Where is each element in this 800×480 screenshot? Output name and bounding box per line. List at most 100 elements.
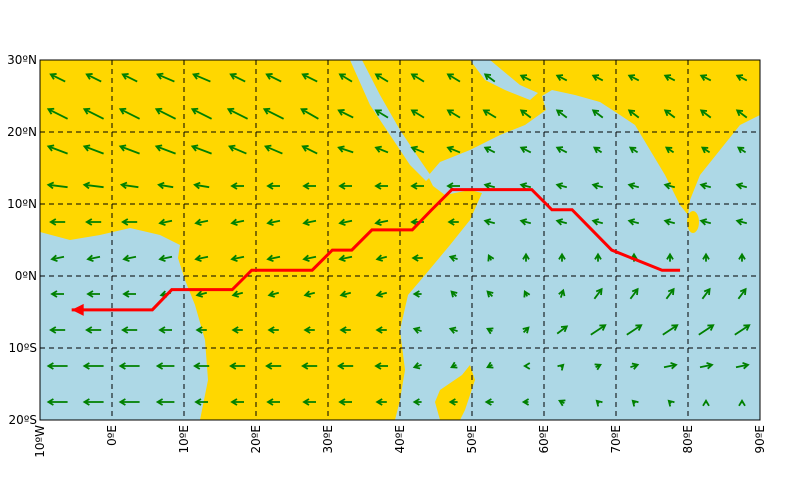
x-tick-label: 60ºE — [537, 425, 551, 454]
wind-arrow — [158, 218, 173, 227]
wind-arrow — [735, 182, 748, 190]
wind-arrow — [82, 107, 105, 120]
wind-arrow — [555, 218, 568, 226]
x-tick-label: 80ºE — [681, 425, 695, 454]
wind-arrow — [338, 254, 353, 263]
wind-arrow — [118, 107, 141, 120]
wind-arrow — [486, 327, 494, 335]
wind-arrow — [337, 109, 354, 119]
wind-arrow — [303, 326, 315, 334]
wind-arrow — [486, 290, 494, 298]
wind-arrow — [591, 218, 604, 226]
wind-arrow — [50, 290, 64, 298]
wind-arrow — [410, 73, 425, 83]
wind-arrow — [46, 107, 69, 120]
route-line — [71, 188, 681, 312]
wind-arrow — [46, 398, 68, 406]
wind-arrow — [82, 398, 104, 406]
wind-arrow — [302, 254, 317, 263]
wind-arrow — [82, 362, 104, 370]
wind-arrow — [158, 254, 173, 263]
wind-arrow — [698, 324, 715, 336]
wind-arrow — [663, 361, 678, 370]
wind-arrow — [374, 145, 389, 154]
wind-arrow — [663, 74, 676, 82]
wind-arrow — [484, 398, 494, 406]
wind-arrow — [231, 326, 243, 334]
wind-arrow — [412, 362, 422, 370]
wind-arrow — [628, 146, 639, 154]
wind-arrow — [411, 254, 423, 262]
wind-arrow — [735, 109, 748, 119]
wind-arrow — [300, 108, 319, 120]
wind-arrow — [590, 324, 607, 336]
wind-arrow — [666, 252, 674, 262]
wind-arrow — [591, 74, 604, 82]
wind-arrow — [699, 74, 712, 82]
wind-arrow — [50, 254, 65, 263]
wind-arrow — [735, 218, 748, 226]
wind-arrow — [46, 362, 68, 370]
wind-arrow — [267, 326, 279, 334]
wind-arrow — [49, 73, 66, 83]
wind-arrow — [486, 361, 494, 369]
wind-arrow — [519, 74, 532, 82]
y-tick-label: 10ºN — [7, 197, 37, 211]
madagascar — [435, 365, 475, 420]
wind-arrow — [190, 144, 212, 155]
wind-arrow — [374, 218, 389, 227]
wind-arrow — [446, 109, 461, 119]
wind-arrow — [663, 218, 676, 226]
wind-arrow — [556, 325, 569, 335]
wind-arrow — [230, 182, 244, 190]
wind-arrow — [631, 399, 639, 407]
wind-arrow — [122, 254, 137, 263]
wind-arrow — [302, 218, 317, 227]
wind-arrow — [664, 146, 675, 154]
wind-arrow — [82, 144, 104, 155]
wind-arrow — [702, 252, 710, 262]
wind-arrow — [85, 218, 102, 226]
wind-arrow — [483, 218, 496, 226]
wind-arrow — [49, 326, 66, 334]
wind-arrow — [230, 218, 245, 227]
wind-arrow — [190, 107, 213, 120]
wind-arrow — [521, 398, 530, 406]
wind-arrow — [412, 398, 422, 406]
wind-arrow — [483, 182, 496, 190]
map-frame — [39, 59, 761, 421]
wind-arrow — [266, 254, 281, 263]
wind-arrow — [122, 290, 136, 298]
wind-arrow — [595, 399, 603, 407]
wind-arrow — [412, 290, 422, 298]
wind-arrow — [448, 254, 458, 262]
wind-arrow — [519, 218, 532, 226]
wind-arrow — [375, 290, 388, 298]
wind-arrow — [558, 252, 566, 262]
wind-arrow — [191, 72, 211, 83]
wind-arrow — [338, 73, 353, 83]
wind-arrow — [85, 73, 102, 83]
wind-arrow — [262, 107, 285, 120]
wind-arrow — [301, 145, 318, 155]
wind-arrow — [193, 362, 210, 370]
wind-arrow — [448, 326, 458, 334]
wind-arrow — [701, 287, 711, 300]
wind-arrow — [230, 398, 244, 406]
wind-arrow — [121, 73, 138, 83]
y-tick-label: 30ºN — [7, 53, 37, 67]
wind-arrow — [627, 109, 640, 119]
wind-arrow — [736, 146, 747, 154]
wind-arrow — [265, 73, 282, 83]
x-tick-label: 90ºE — [753, 425, 767, 454]
wind-arrow — [627, 218, 640, 226]
wind-arrow — [558, 288, 566, 298]
wind-arrow — [301, 73, 318, 83]
wind-arrow — [555, 182, 568, 190]
wind-arrow — [155, 362, 175, 370]
x-tick-label: 50ºE — [465, 425, 479, 454]
red-sea — [350, 60, 431, 181]
wind-arrow — [374, 182, 388, 190]
persian-gulf — [470, 60, 538, 100]
